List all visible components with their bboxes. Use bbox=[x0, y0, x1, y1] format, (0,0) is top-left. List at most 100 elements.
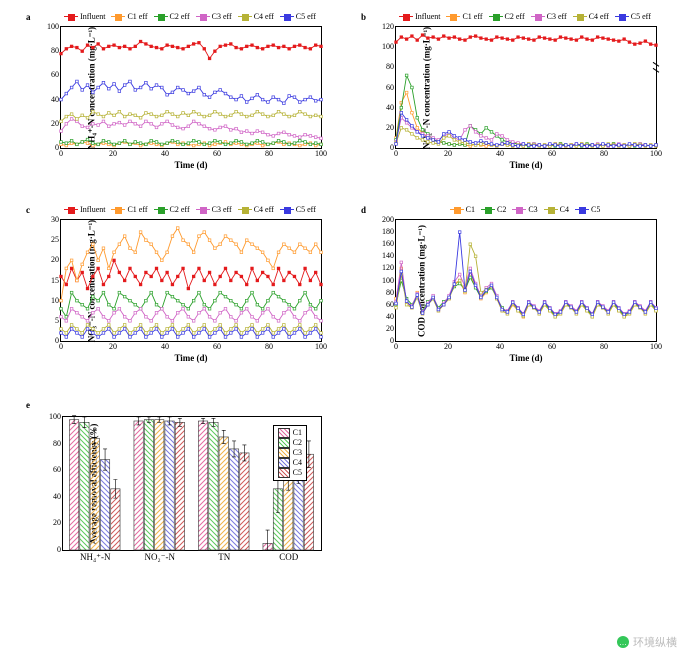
series-marker bbox=[235, 46, 238, 49]
panel-b: bInfluentC1 effC2 effC3 effC4 effC5 eff0… bbox=[355, 12, 665, 177]
series-marker bbox=[198, 311, 201, 314]
series-marker bbox=[214, 320, 217, 323]
series-marker bbox=[139, 125, 142, 128]
legend-label: C2 eff bbox=[170, 12, 190, 21]
series-line bbox=[61, 260, 321, 288]
series-marker bbox=[113, 307, 116, 310]
series-marker bbox=[283, 131, 286, 134]
series-marker bbox=[298, 44, 301, 47]
series-marker bbox=[527, 301, 530, 304]
series-marker bbox=[267, 45, 270, 48]
legend: InfluentC1 effC2 effC3 effC4 effC5 eff bbox=[60, 205, 320, 214]
legend-item: C4 eff bbox=[238, 205, 274, 214]
series-marker bbox=[166, 93, 169, 96]
series-marker bbox=[176, 299, 179, 302]
series-marker bbox=[309, 251, 312, 254]
series-marker bbox=[511, 141, 514, 144]
plot-area bbox=[61, 220, 321, 341]
ytick: 20 bbox=[386, 325, 396, 333]
series-marker bbox=[256, 110, 259, 113]
series-marker bbox=[214, 129, 217, 132]
axes: 020406080100020406080100Time (d)NH₄⁺-N c… bbox=[60, 26, 322, 149]
legend-item: C1 eff bbox=[111, 12, 147, 21]
series-marker bbox=[427, 141, 430, 144]
series-marker bbox=[235, 110, 238, 113]
series-marker bbox=[293, 275, 296, 278]
series-marker bbox=[448, 37, 451, 40]
series-marker bbox=[543, 145, 546, 148]
plot-area bbox=[396, 220, 656, 341]
panel-d: dC1C2C3C4C502040608010012014016018020002… bbox=[355, 205, 665, 370]
series-marker bbox=[256, 139, 259, 142]
series-marker bbox=[293, 142, 296, 145]
series-marker bbox=[245, 283, 248, 286]
series-marker bbox=[182, 328, 185, 331]
series-marker bbox=[219, 324, 222, 327]
series-marker bbox=[224, 125, 227, 128]
series-marker bbox=[92, 295, 95, 298]
series-marker bbox=[235, 98, 238, 101]
series-marker bbox=[261, 98, 264, 101]
series-marker bbox=[517, 307, 520, 310]
series-marker bbox=[309, 332, 312, 335]
series-marker bbox=[139, 40, 142, 43]
series-marker bbox=[145, 43, 148, 46]
series-marker bbox=[76, 118, 79, 121]
series-marker bbox=[86, 320, 89, 323]
ytick: 60 bbox=[386, 84, 396, 92]
series-marker bbox=[416, 131, 419, 134]
series-marker bbox=[235, 324, 238, 327]
legend: C1C2C3C4C5 bbox=[273, 425, 307, 481]
series-marker bbox=[405, 129, 408, 132]
series-marker bbox=[86, 287, 89, 290]
series-marker bbox=[240, 47, 243, 50]
xtick: 0 bbox=[394, 148, 398, 158]
series-marker bbox=[229, 239, 232, 242]
series-marker bbox=[134, 332, 137, 335]
series-marker bbox=[134, 114, 137, 117]
series-marker bbox=[171, 113, 174, 116]
series-marker bbox=[187, 243, 190, 246]
series-line bbox=[396, 93, 656, 146]
series-marker bbox=[192, 139, 195, 142]
series-marker bbox=[320, 299, 323, 302]
panel-c: cInfluentC1 effC2 effC3 effC4 effC5 eff0… bbox=[20, 205, 330, 370]
series-marker bbox=[314, 243, 317, 246]
series-marker bbox=[171, 139, 174, 142]
series-marker bbox=[309, 96, 312, 99]
series-marker bbox=[70, 259, 73, 262]
series-marker bbox=[272, 114, 275, 117]
series-marker bbox=[411, 111, 414, 114]
series-marker bbox=[261, 311, 264, 314]
series-marker bbox=[208, 114, 211, 117]
series-marker bbox=[219, 141, 222, 144]
series-marker bbox=[229, 43, 232, 46]
legend-item: C3 bbox=[278, 448, 302, 458]
series-marker bbox=[623, 145, 626, 148]
series-marker bbox=[224, 44, 227, 47]
series-marker bbox=[123, 328, 126, 331]
series-marker bbox=[81, 316, 84, 319]
series-marker bbox=[453, 283, 456, 286]
xtick: 80 bbox=[600, 148, 608, 158]
series-marker bbox=[277, 320, 280, 323]
series-marker bbox=[288, 47, 291, 50]
series-marker bbox=[421, 135, 424, 138]
series-marker bbox=[283, 141, 286, 144]
series-marker bbox=[267, 101, 270, 104]
series-line bbox=[61, 228, 321, 301]
series-marker bbox=[92, 328, 95, 331]
series-marker bbox=[506, 142, 509, 145]
series-marker bbox=[107, 275, 110, 278]
series-marker bbox=[485, 127, 488, 130]
series-marker bbox=[522, 313, 525, 316]
series-marker bbox=[400, 270, 403, 273]
xtick: 80 bbox=[265, 148, 273, 158]
series-marker bbox=[395, 306, 398, 309]
series-marker bbox=[251, 142, 254, 145]
series-marker bbox=[176, 336, 179, 339]
legend-label: C1 eff bbox=[462, 12, 482, 21]
series-marker bbox=[182, 307, 185, 310]
legend-label: C4 bbox=[293, 458, 302, 468]
ytick: 140 bbox=[382, 252, 396, 260]
